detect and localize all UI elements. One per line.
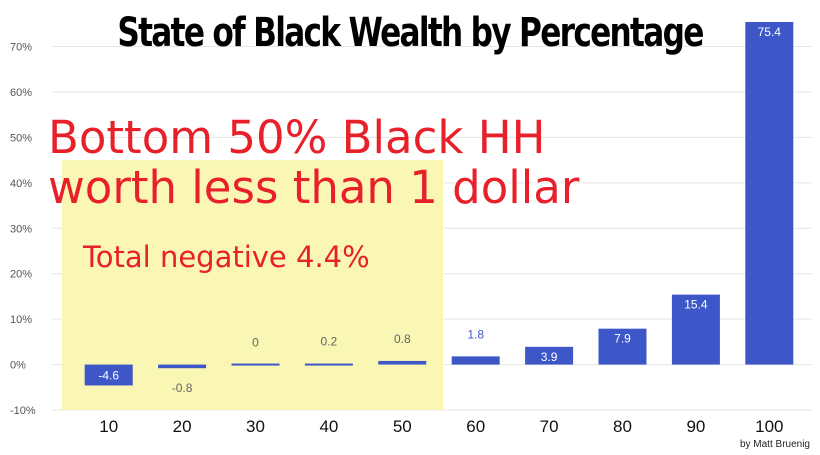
y-tick-label: 40% <box>10 178 32 190</box>
bar-value-label: 1.8 <box>467 327 484 341</box>
bar <box>378 360 427 365</box>
y-tick-label: -10% <box>10 405 36 417</box>
bar <box>598 328 647 365</box>
bar <box>525 346 574 365</box>
x-tick-label: 30 <box>246 417 265 436</box>
bar <box>451 356 500 365</box>
bar-value-label: 0.2 <box>321 335 338 349</box>
y-tick-label: 0% <box>10 360 26 372</box>
bar-value-label: -4.6 <box>98 369 119 383</box>
bar-value-label: 15.4 <box>684 298 708 312</box>
x-tick-label: 50 <box>393 417 412 436</box>
headline-line-2: worth less than 1 dollar <box>48 161 580 214</box>
bar <box>304 363 353 366</box>
y-tick-label: 60% <box>10 87 32 99</box>
bar <box>671 294 720 365</box>
total-negative-annotation: Total negative 4.4% <box>83 240 370 274</box>
bar <box>84 364 133 386</box>
bar <box>745 22 794 365</box>
y-tick-label: 10% <box>10 314 32 326</box>
headline-annotation: Bottom 50% Black HH worth less than 1 do… <box>48 113 579 213</box>
x-tick-label: 60 <box>466 417 485 436</box>
y-tick-label: 30% <box>10 223 32 235</box>
x-tick-label: 80 <box>613 417 632 436</box>
x-tick-label: 90 <box>686 417 705 436</box>
chart-title: State of Black Wealth by Percentage <box>117 10 704 56</box>
bar-value-label: 7.9 <box>614 332 631 346</box>
bar-value-label: 0.8 <box>394 332 411 346</box>
credit-text: by Matt Bruenig <box>739 439 810 450</box>
bar <box>158 364 207 369</box>
x-tick-label: 20 <box>173 417 192 436</box>
y-tick-label: 70% <box>10 42 32 54</box>
x-tick-label: 100 <box>755 417 783 436</box>
y-tick-label: 50% <box>10 132 32 144</box>
x-tick-label: 40 <box>319 417 338 436</box>
x-tick-label: 10 <box>99 417 118 436</box>
x-tick-label: 70 <box>540 417 559 436</box>
bar-value-label: 75.4 <box>758 25 782 39</box>
bar-value-label: -0.8 <box>172 381 193 395</box>
bar <box>231 363 280 366</box>
y-tick-label: 20% <box>10 269 32 281</box>
bar-value-label: 3.9 <box>541 350 558 364</box>
bar-value-label: 0 <box>252 336 259 350</box>
headline-line-1: Bottom 50% Black HH <box>48 111 546 164</box>
